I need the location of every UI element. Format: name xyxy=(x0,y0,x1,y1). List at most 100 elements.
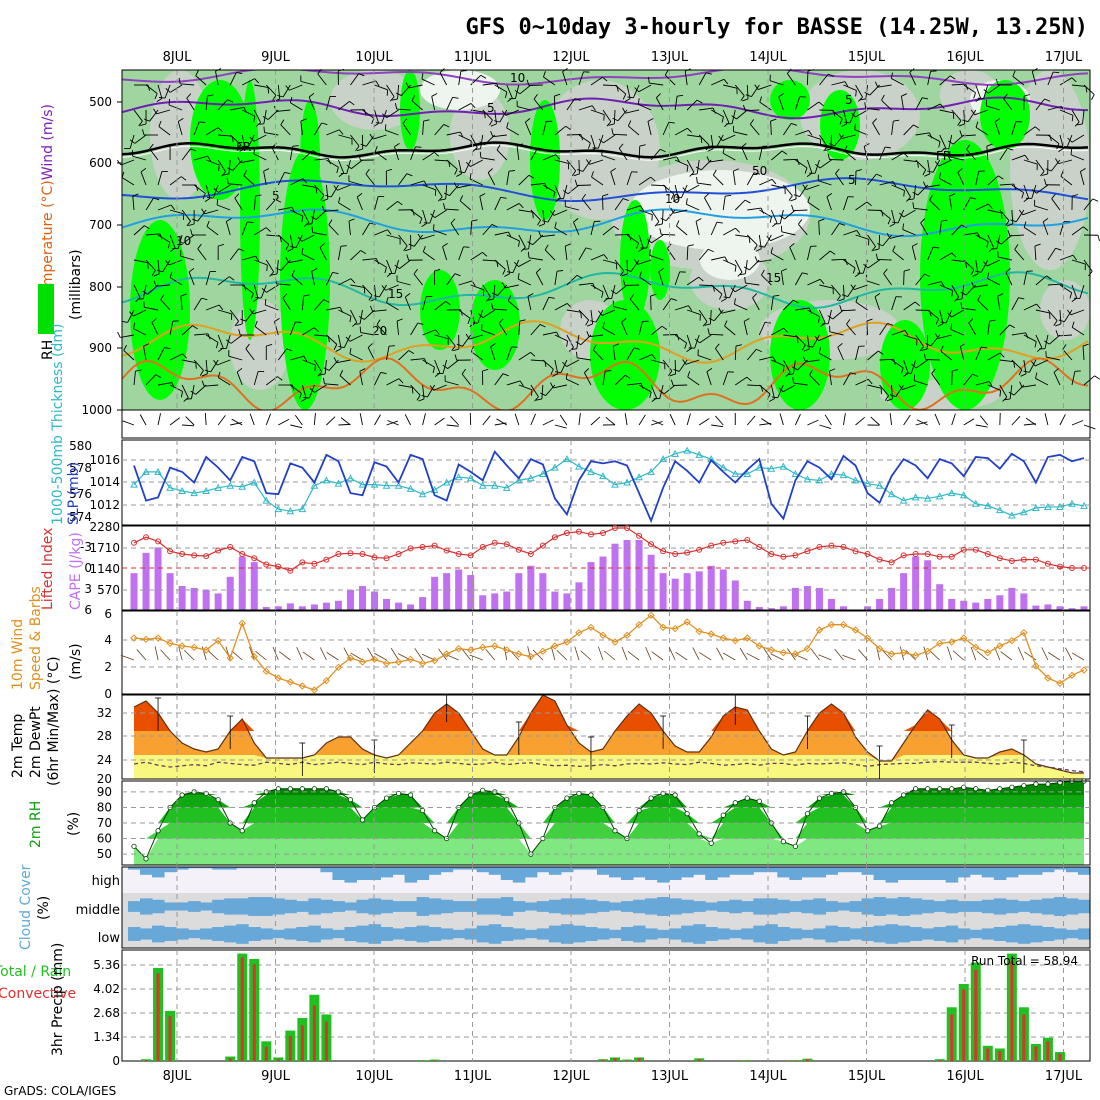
wind-barb-flag xyxy=(866,318,873,322)
cloud-cell-middle xyxy=(560,898,574,915)
lifted-index-point xyxy=(924,551,931,557)
thickness-point xyxy=(731,469,740,477)
wind-barb xyxy=(1031,184,1037,199)
wind-barb-flag xyxy=(195,70,199,76)
wind-barb xyxy=(487,172,496,186)
surface-wind-barb xyxy=(624,413,628,426)
wind-barb xyxy=(336,359,351,364)
wind-barb-flag xyxy=(454,168,458,175)
wind-barb-flag xyxy=(659,228,662,235)
wind-barb xyxy=(987,209,1002,214)
cloud-cell-middle xyxy=(945,899,959,914)
wind-barb xyxy=(578,71,584,86)
wind-barb xyxy=(829,331,844,336)
wind-speed-point xyxy=(382,659,391,668)
cloud-cell-high xyxy=(801,867,814,878)
surface-wind-barb xyxy=(746,415,756,426)
wind-barb xyxy=(794,96,801,111)
cloud-cell-high xyxy=(356,867,369,880)
wind-barb-flag xyxy=(388,345,395,347)
wind-barb-flag xyxy=(601,291,604,298)
wind-barb xyxy=(343,334,351,348)
rh-point xyxy=(828,790,835,797)
wind-barb-flag xyxy=(931,368,936,374)
wind-barb xyxy=(232,159,243,171)
wind-barb xyxy=(338,134,353,140)
wind-barb xyxy=(302,327,315,336)
wind-barb-flag xyxy=(555,154,560,160)
wind-speed-point xyxy=(1080,666,1088,674)
cloud-cell-high xyxy=(765,867,778,873)
wind-barb xyxy=(1059,134,1065,149)
lifted-index-point xyxy=(672,551,679,557)
wind-barb xyxy=(794,184,797,200)
wind-barb-flag xyxy=(1056,143,1060,150)
wind-10m-barb xyxy=(1017,647,1025,661)
wind-barb-flag xyxy=(758,245,765,248)
wind-barb xyxy=(759,101,772,111)
wind-barb xyxy=(999,148,1008,161)
wind-barb xyxy=(317,73,327,86)
wind-barb xyxy=(157,347,165,361)
wind-tick: 4 xyxy=(104,633,112,647)
cloud-cell-middle xyxy=(572,898,586,915)
wind-10m-barb xyxy=(881,649,892,661)
rh-point xyxy=(420,807,426,814)
wind-barb xyxy=(194,155,208,161)
wind-barb-flag xyxy=(368,295,373,301)
thickness-point xyxy=(346,474,355,482)
wind-barb xyxy=(206,226,219,236)
cape-bar xyxy=(419,597,427,610)
wind-10m-barb xyxy=(947,646,953,661)
wind-barb-flag xyxy=(143,343,150,347)
wind-barb-flag xyxy=(707,328,710,335)
wind-barb-flag xyxy=(526,79,530,86)
wind-barb xyxy=(911,246,917,261)
wind-barb-flag xyxy=(624,98,631,102)
wind-barb-flag xyxy=(1036,347,1043,352)
wind-barb-flag xyxy=(708,248,714,253)
wind-barb xyxy=(127,309,135,323)
wind-speed-point xyxy=(887,650,896,658)
surface-wind-barb xyxy=(903,414,911,426)
wind-barb xyxy=(655,97,664,111)
wind-barb-flag xyxy=(274,318,280,322)
surface-wind-barb xyxy=(482,415,491,426)
wind-barb-flag xyxy=(730,287,736,293)
cloud-cell-high xyxy=(536,867,550,873)
wind-barb-flag xyxy=(234,193,240,199)
wind-barb xyxy=(999,324,1010,336)
wind-barb-flag xyxy=(255,255,260,262)
cape-bar xyxy=(815,587,823,610)
wind-barb xyxy=(771,359,785,367)
wind-barb xyxy=(673,209,688,214)
wind-barb-flag xyxy=(1072,254,1077,261)
upper-grid xyxy=(176,70,1064,438)
lifted-index-point xyxy=(636,532,643,539)
wind-barb-flag xyxy=(855,169,862,172)
wind-barb-flag xyxy=(815,163,821,169)
wind-barb-flag xyxy=(180,176,187,181)
wind-barb-flag xyxy=(1013,361,1016,368)
wind-barb xyxy=(819,309,826,323)
wind-barb xyxy=(216,359,231,366)
wind-barb-flag xyxy=(670,193,675,200)
lifted-index-point xyxy=(455,551,462,557)
cloud-cell-middle xyxy=(428,898,442,915)
wind-barb-flag xyxy=(204,198,211,202)
wind-barb-flag xyxy=(456,173,462,177)
cape-bar xyxy=(767,608,775,610)
rh-tick: 70 xyxy=(97,816,112,830)
wind-barb xyxy=(480,134,484,149)
wind-speed-point xyxy=(984,648,992,657)
wind-barb xyxy=(632,84,640,98)
wind-barb xyxy=(386,109,399,119)
surface-wind-barb xyxy=(686,413,691,426)
cloud-cell-high xyxy=(681,867,694,878)
surface-wind-barb xyxy=(217,415,226,426)
cloud-cell-middle xyxy=(1029,899,1043,914)
wind-barb-flag xyxy=(550,368,554,375)
wind-barb-flag xyxy=(612,117,619,122)
wind-barb xyxy=(874,296,880,311)
